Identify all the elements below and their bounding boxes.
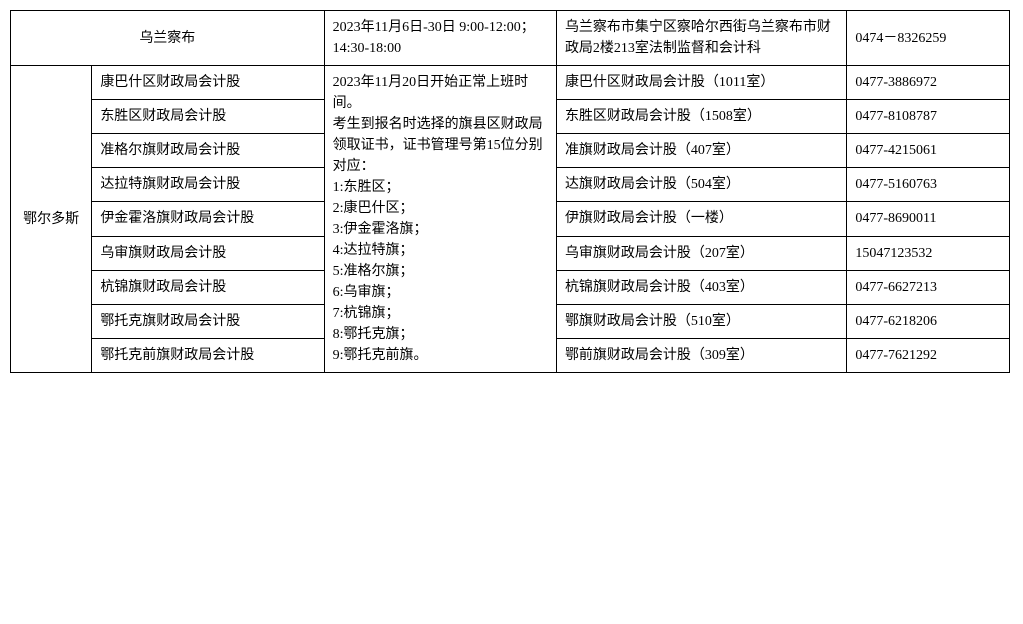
- addr-cell: 乌审旗财政局会计股（207室）: [556, 236, 846, 270]
- phone-cell: 0477-7621292: [847, 338, 1010, 372]
- table-row: 乌兰察布 2023年11月6日-30日 9:00-12:00；14:30-18:…: [11, 11, 1010, 66]
- schedule-table: 乌兰察布 2023年11月6日-30日 9:00-12:00；14:30-18:…: [10, 10, 1010, 373]
- office-cell: 康巴什区财政局会计股: [92, 66, 324, 100]
- office-cell: 鄂托克前旗财政局会计股: [92, 338, 324, 372]
- addr-cell: 东胜区财政局会计股（1508室）: [556, 100, 846, 134]
- office-cell: 杭锦旗财政局会计股: [92, 270, 324, 304]
- office-cell: 准格尔旗财政局会计股: [92, 134, 324, 168]
- office-cell: 乌审旗财政局会计股: [92, 236, 324, 270]
- phone-cell: 0477-3886972: [847, 66, 1010, 100]
- phone-cell: 0477-6218206: [847, 304, 1010, 338]
- city-cell: 鄂尔多斯: [11, 66, 92, 373]
- phone-cell: 0477-6627213: [847, 270, 1010, 304]
- addr-cell: 鄂前旗财政局会计股（309室）: [556, 338, 846, 372]
- addr-cell: 杭锦旗财政局会计股（403室）: [556, 270, 846, 304]
- phone-cell: 0477-8108787: [847, 100, 1010, 134]
- time-cell: 2023年11月20日开始正常上班时间。 考生到报名时选择的旗县区财政局领取证书…: [324, 66, 556, 373]
- time-cell: 2023年11月6日-30日 9:00-12:00；14:30-18:00: [324, 11, 556, 66]
- phone-cell: 0477-4215061: [847, 134, 1010, 168]
- phone-cell: 0477-5160763: [847, 168, 1010, 202]
- office-cell: 鄂托克旗财政局会计股: [92, 304, 324, 338]
- office-cell: 东胜区财政局会计股: [92, 100, 324, 134]
- addr-cell: 康巴什区财政局会计股（1011室）: [556, 66, 846, 100]
- addr-cell: 乌兰察布市集宁区察哈尔西街乌兰察布市财政局2楼213室法制监督和会计科: [556, 11, 846, 66]
- phone-cell: 0477-8690011: [847, 202, 1010, 236]
- city-cell: 乌兰察布: [11, 11, 325, 66]
- office-cell: 伊金霍洛旗财政局会计股: [92, 202, 324, 236]
- addr-cell: 鄂旗财政局会计股（510室）: [556, 304, 846, 338]
- phone-cell: 15047123532: [847, 236, 1010, 270]
- phone-cell: 0474－8326259: [847, 11, 1010, 66]
- addr-cell: 伊旗财政局会计股（一楼）: [556, 202, 846, 236]
- addr-cell: 达旗财政局会计股（504室）: [556, 168, 846, 202]
- office-cell: 达拉特旗财政局会计股: [92, 168, 324, 202]
- addr-cell: 准旗财政局会计股（407室）: [556, 134, 846, 168]
- table-row: 鄂尔多斯 康巴什区财政局会计股 2023年11月20日开始正常上班时间。 考生到…: [11, 66, 1010, 100]
